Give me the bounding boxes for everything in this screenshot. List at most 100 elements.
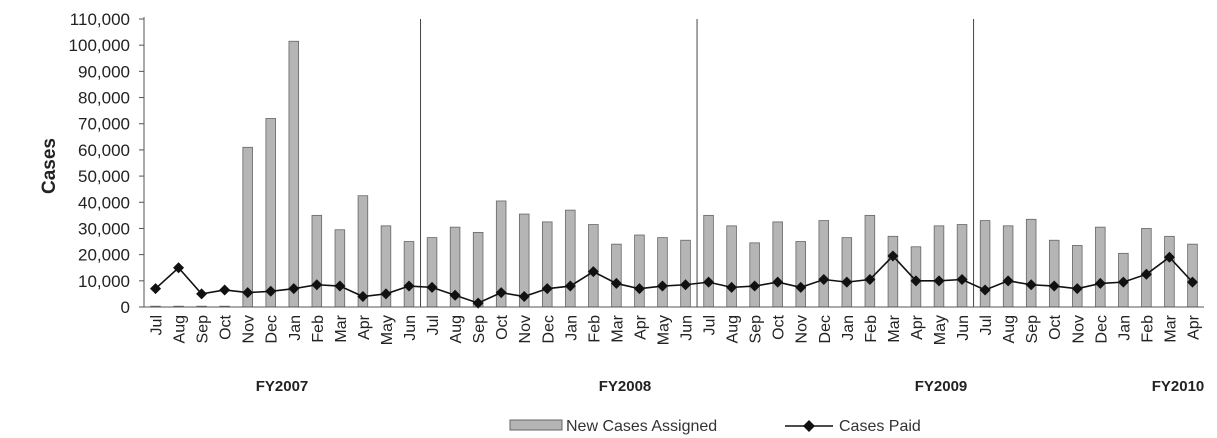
x-tick-label: Jun: [402, 315, 419, 341]
bar-new-cases-25: [726, 225, 737, 308]
y-tick-label: 0: [121, 298, 130, 317]
y-tick-label: 70,000: [78, 115, 130, 134]
x-tick-label: Dec: [1093, 315, 1110, 343]
point-cases-paid-23: [680, 279, 692, 291]
x-tick-label: Sep: [748, 315, 765, 344]
bar-new-cases-27: [772, 221, 783, 308]
point-cases-paid-13: [449, 289, 461, 301]
point-cases-paid-27: [772, 276, 784, 288]
point-cases-paid-19: [587, 266, 599, 278]
bar-new-cases-21: [634, 234, 645, 308]
bar-new-cases-20: [611, 243, 622, 308]
point-cases-paid-4: [242, 287, 254, 299]
fiscal-year-separators: [420, 19, 975, 307]
y-tick-label: 40,000: [78, 193, 130, 212]
bar-new-cases-26: [749, 242, 760, 308]
point-cases-paid-12: [426, 281, 438, 293]
bar-new-cases-29: [818, 220, 830, 308]
point-cases-paid-22: [656, 280, 668, 292]
point-cases-paid-6: [288, 283, 300, 295]
x-tick-label: Sep: [471, 315, 488, 344]
x-tick-label: Jul: [149, 315, 166, 335]
bar-series: [150, 40, 1198, 308]
x-tick-label: Feb: [1139, 315, 1156, 343]
fiscal-year-labels: FY2007 FY2008 FY2009 FY2010: [256, 378, 1205, 395]
point-cases-paid-20: [610, 277, 622, 289]
x-tick-label: Dec: [264, 315, 281, 343]
fiscal-year-label: FY2010: [1152, 378, 1205, 395]
point-cases-paid-2: [196, 288, 208, 300]
fiscal-year-label: FY2008: [599, 378, 652, 395]
point-cases-paid-39: [1048, 280, 1060, 292]
x-tick-label: Mar: [333, 314, 350, 342]
x-tick-label: May: [932, 315, 949, 345]
point-cases-paid-31: [864, 274, 876, 286]
point-cases-paid-1: [173, 262, 185, 274]
legend-swatch-new-cases: [509, 419, 563, 431]
point-cases-paid-0: [150, 283, 162, 295]
y-tick-label: 60,000: [78, 141, 130, 160]
point-cases-paid-40: [1071, 283, 1083, 295]
point-cases-paid-3: [219, 284, 231, 296]
point-cases-paid-37: [1002, 275, 1014, 287]
x-tick-label: Apr: [1185, 314, 1202, 340]
bar-new-cases-43: [1141, 228, 1152, 308]
bar-new-cases-14: [472, 231, 484, 308]
point-cases-paid-16: [518, 291, 530, 303]
x-tick-label: Nov: [517, 315, 534, 343]
point-cases-paid-5: [265, 285, 277, 297]
bar-new-cases-4: [242, 146, 253, 308]
y-tick-label: 90,000: [78, 62, 130, 81]
point-cases-paid-44: [1163, 251, 1175, 263]
x-tick-label: Oct: [218, 314, 235, 339]
bar-new-cases-23: [680, 239, 691, 308]
x-tick-label: Nov: [794, 315, 811, 343]
point-cases-paid-11: [403, 280, 415, 292]
line-cases-paid: [154, 254, 1194, 304]
point-cases-paid-35: [956, 274, 968, 286]
x-tick-label: Nov: [1070, 315, 1087, 343]
point-cases-paid-29: [818, 274, 830, 286]
legend-label-cases-paid: Cases Paid: [839, 418, 921, 435]
x-tick-label: Dec: [540, 315, 557, 343]
point-cases-paid-38: [1025, 279, 1037, 291]
x-tick-label: Jan: [563, 315, 580, 341]
point-cases-paid-30: [841, 276, 853, 288]
x-tick-label: Oct: [771, 314, 788, 339]
point-cases-paid-32: [887, 250, 899, 262]
point-cases-paid-26: [749, 280, 761, 292]
x-tick-label: Mar: [609, 314, 626, 342]
x-tick-label: Jan: [1116, 315, 1133, 341]
bar-new-cases-9: [357, 195, 369, 308]
bar-new-cases-18: [565, 209, 576, 308]
legend: New Cases Assigned Cases Paid: [509, 418, 921, 435]
bar-new-cases-24: [703, 214, 714, 308]
point-cases-paid-33: [910, 275, 922, 287]
bar-new-cases-19: [588, 224, 599, 308]
y-tick-label: 10,000: [78, 272, 130, 291]
x-axis-ticks: Jul Aug Sep Oct Nov Dec Jan Feb Mar Apr May Jun Jul A…: [149, 314, 1203, 345]
x-tick-label: Sep: [195, 315, 212, 344]
point-cases-paid-28: [795, 281, 807, 293]
x-tick-label: May: [655, 315, 672, 345]
x-tick-label: Oct: [1047, 314, 1064, 339]
point-cases-paid-9: [357, 291, 369, 303]
x-tick-label: Oct: [494, 314, 511, 339]
line-series: [150, 250, 1198, 309]
x-tick-label: Jan: [840, 315, 857, 341]
x-tick-label: Mar: [886, 314, 903, 342]
x-tick-label: Apr: [356, 314, 373, 340]
x-tick-label: Nov: [241, 315, 258, 343]
bar-new-cases-41: [1095, 226, 1106, 308]
x-tick-label: Jun: [955, 315, 972, 341]
x-tick-label: Aug: [448, 315, 465, 343]
bar-new-cases-6: [288, 40, 300, 308]
fiscal-year-label: FY2007: [256, 378, 309, 395]
bar-new-cases-40: [1072, 245, 1083, 308]
x-tick-label: Aug: [725, 315, 742, 343]
bar-new-cases-39: [1048, 239, 1060, 308]
legend-marker-cases-paid: [803, 420, 815, 432]
y-tick-label: 20,000: [78, 246, 130, 265]
x-tick-label: Sep: [1024, 315, 1041, 344]
x-tick-label: Jun: [679, 315, 696, 341]
